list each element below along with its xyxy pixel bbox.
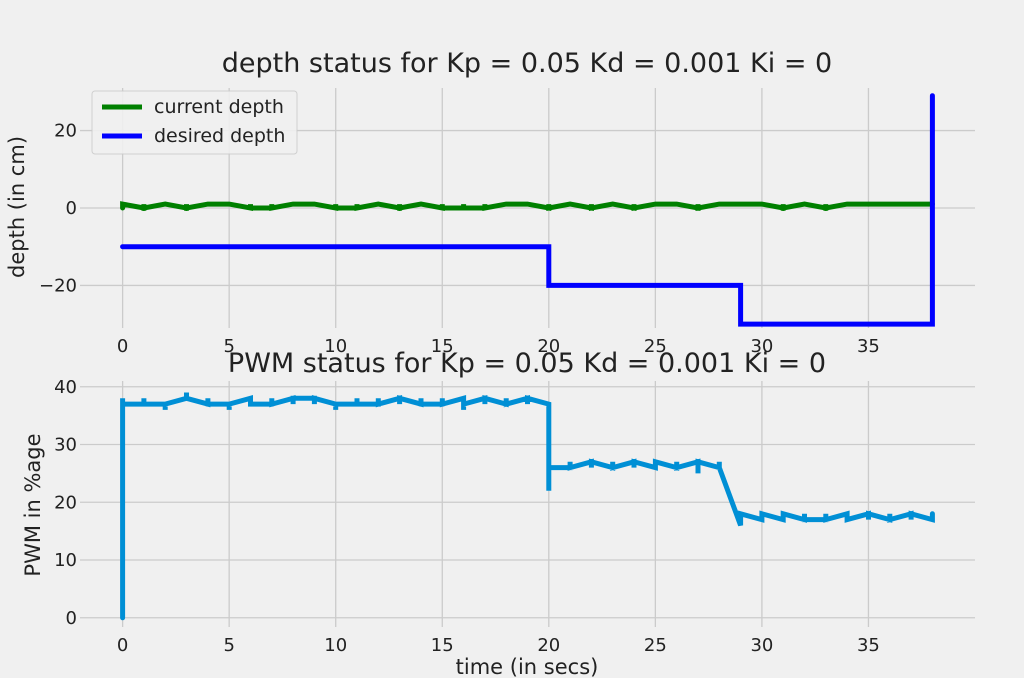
depth-y-tick-label: 0	[66, 198, 77, 219]
depth-series-lines	[120, 93, 935, 327]
pwm-x-tick-label: 25	[644, 635, 667, 656]
pwm-grid	[80, 381, 975, 627]
pwm-x-tick-label: 10	[324, 635, 347, 656]
depth-series-line-desired-depth	[120, 93, 935, 327]
pwm-series-lines	[120, 392, 935, 621]
depth-x-tick-label: 15	[431, 336, 454, 357]
depth-y-axis-label: depth (in cm)	[5, 136, 29, 278]
depth-x-tick-label: 30	[750, 336, 773, 357]
depth-legend: current depth desired depth	[91, 90, 298, 155]
pwm-subplot: 0 5 10 15 20 25 30 35 0 10 20 30 40 PWM status for K…	[21, 348, 975, 678]
pwm-chart-title: PWM status for Kp = 0.05 Kd = 0.001 Ki =…	[228, 348, 826, 379]
pwm-x-tick-label: 35	[857, 635, 880, 656]
depth-x-tick-label: 25	[644, 336, 667, 357]
pwm-x-tick-label: 15	[431, 635, 454, 656]
depth-x-tick-label: 20	[537, 336, 560, 357]
pwm-x-tick-label: 0	[117, 635, 128, 656]
depth-x-tick-label: 35	[857, 336, 880, 357]
pwm-series-line-pwm	[120, 392, 935, 621]
legend-label-current-depth: current depth	[154, 96, 284, 118]
depth-chart-title: depth status for Kp = 0.05 Kd = 0.001 Ki…	[222, 48, 832, 79]
depth-y-tick-label: 20	[54, 121, 77, 142]
depth-series-line-current-depth	[120, 201, 935, 211]
pwm-x-tick-label: 30	[750, 635, 773, 656]
pwm-y-axis-label: PWM in %age	[21, 433, 45, 576]
depth-x-tick-label: 5	[223, 336, 234, 357]
legend-label-desired-depth: desired depth	[154, 125, 285, 147]
pwm-x-tick-label: 5	[223, 635, 234, 656]
depth-y-tick-label: −20	[39, 275, 77, 296]
pwm-y-tick-label: 20	[54, 492, 77, 513]
pwm-y-tick-label: 0	[66, 608, 77, 629]
pwm-y-tick-label: 40	[54, 377, 77, 398]
depth-subplot: depth status for Kp = 0.05 Kd = 0.001 Ki…	[5, 48, 975, 357]
pwm-y-tick-label: 10	[54, 550, 77, 571]
depth-tick-labels: 0 5 10 15 20 25 30 35 −20 0 20	[39, 121, 880, 357]
depth-x-tick-label: 0	[117, 336, 128, 357]
pwm-x-tick-label: 20	[537, 635, 560, 656]
pwm-tick-labels: 0 5 10 15 20 25 30 35 0 10 20 30 40	[54, 377, 880, 656]
pwm-x-axis-label: time (in secs)	[456, 655, 599, 678]
legend-frame	[91, 90, 298, 155]
pwm-y-tick-label: 30	[54, 435, 77, 456]
depth-x-tick-label: 10	[324, 336, 347, 357]
